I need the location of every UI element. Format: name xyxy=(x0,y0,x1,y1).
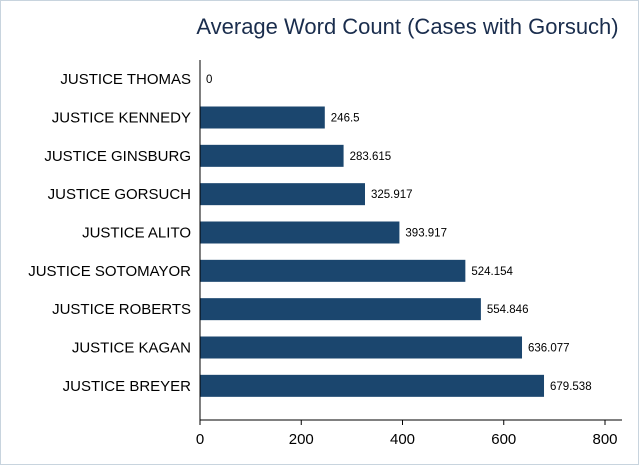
category-label: JUSTICE KENNEDY xyxy=(52,110,191,127)
value-label: 393.917 xyxy=(405,228,447,240)
category-label: JUSTICE GINSBURG xyxy=(44,148,191,165)
bar-7 xyxy=(200,298,481,321)
value-label: 246.5 xyxy=(331,113,360,125)
value-label: 679.538 xyxy=(550,381,592,393)
bar-4 xyxy=(200,183,365,206)
value-label: 283.615 xyxy=(350,151,392,163)
category-label: JUSTICE GORSUCH xyxy=(48,186,191,203)
value-label: 325.917 xyxy=(371,189,413,201)
bar-5 xyxy=(200,221,400,244)
bars-group xyxy=(200,106,545,397)
value-label: 554.846 xyxy=(487,304,529,316)
x-tick-label: 400 xyxy=(390,431,415,448)
category-label: JUSTICE THOMAS xyxy=(60,71,191,88)
category-label: JUSTICE ALITO xyxy=(82,225,191,242)
bar-3 xyxy=(200,144,344,167)
bar-9 xyxy=(200,374,545,397)
bar-2 xyxy=(200,106,325,129)
x-tick-label: 600 xyxy=(491,431,516,448)
value-label: 636.077 xyxy=(528,343,570,355)
value-label: 524.154 xyxy=(471,266,513,278)
x-tick-label: 200 xyxy=(289,431,314,448)
x-tick-label: 800 xyxy=(592,431,617,448)
x-ticks-group: 0 200 400 600 800 xyxy=(196,420,618,448)
bar-6 xyxy=(200,259,466,282)
category-label: JUSTICE SOTOMAYOR xyxy=(28,263,191,280)
chart-title: Average Word Count (Cases with Gorsuch) xyxy=(196,14,619,39)
value-labels-group: 0 246.5 283.615 325.917 393.917 524.154 554.84… xyxy=(206,74,592,393)
bar-8 xyxy=(200,336,523,359)
category-label: JUSTICE BREYER xyxy=(63,378,192,395)
category-label: JUSTICE ROBERTS xyxy=(52,301,191,318)
value-label: 0 xyxy=(206,74,212,86)
category-label: JUSTICE KAGAN xyxy=(72,340,191,357)
x-tick-label: 0 xyxy=(196,431,204,448)
category-labels-group: JUSTICE THOMAS JUSTICE KENNEDY JUSTICE GIN… xyxy=(28,71,191,395)
